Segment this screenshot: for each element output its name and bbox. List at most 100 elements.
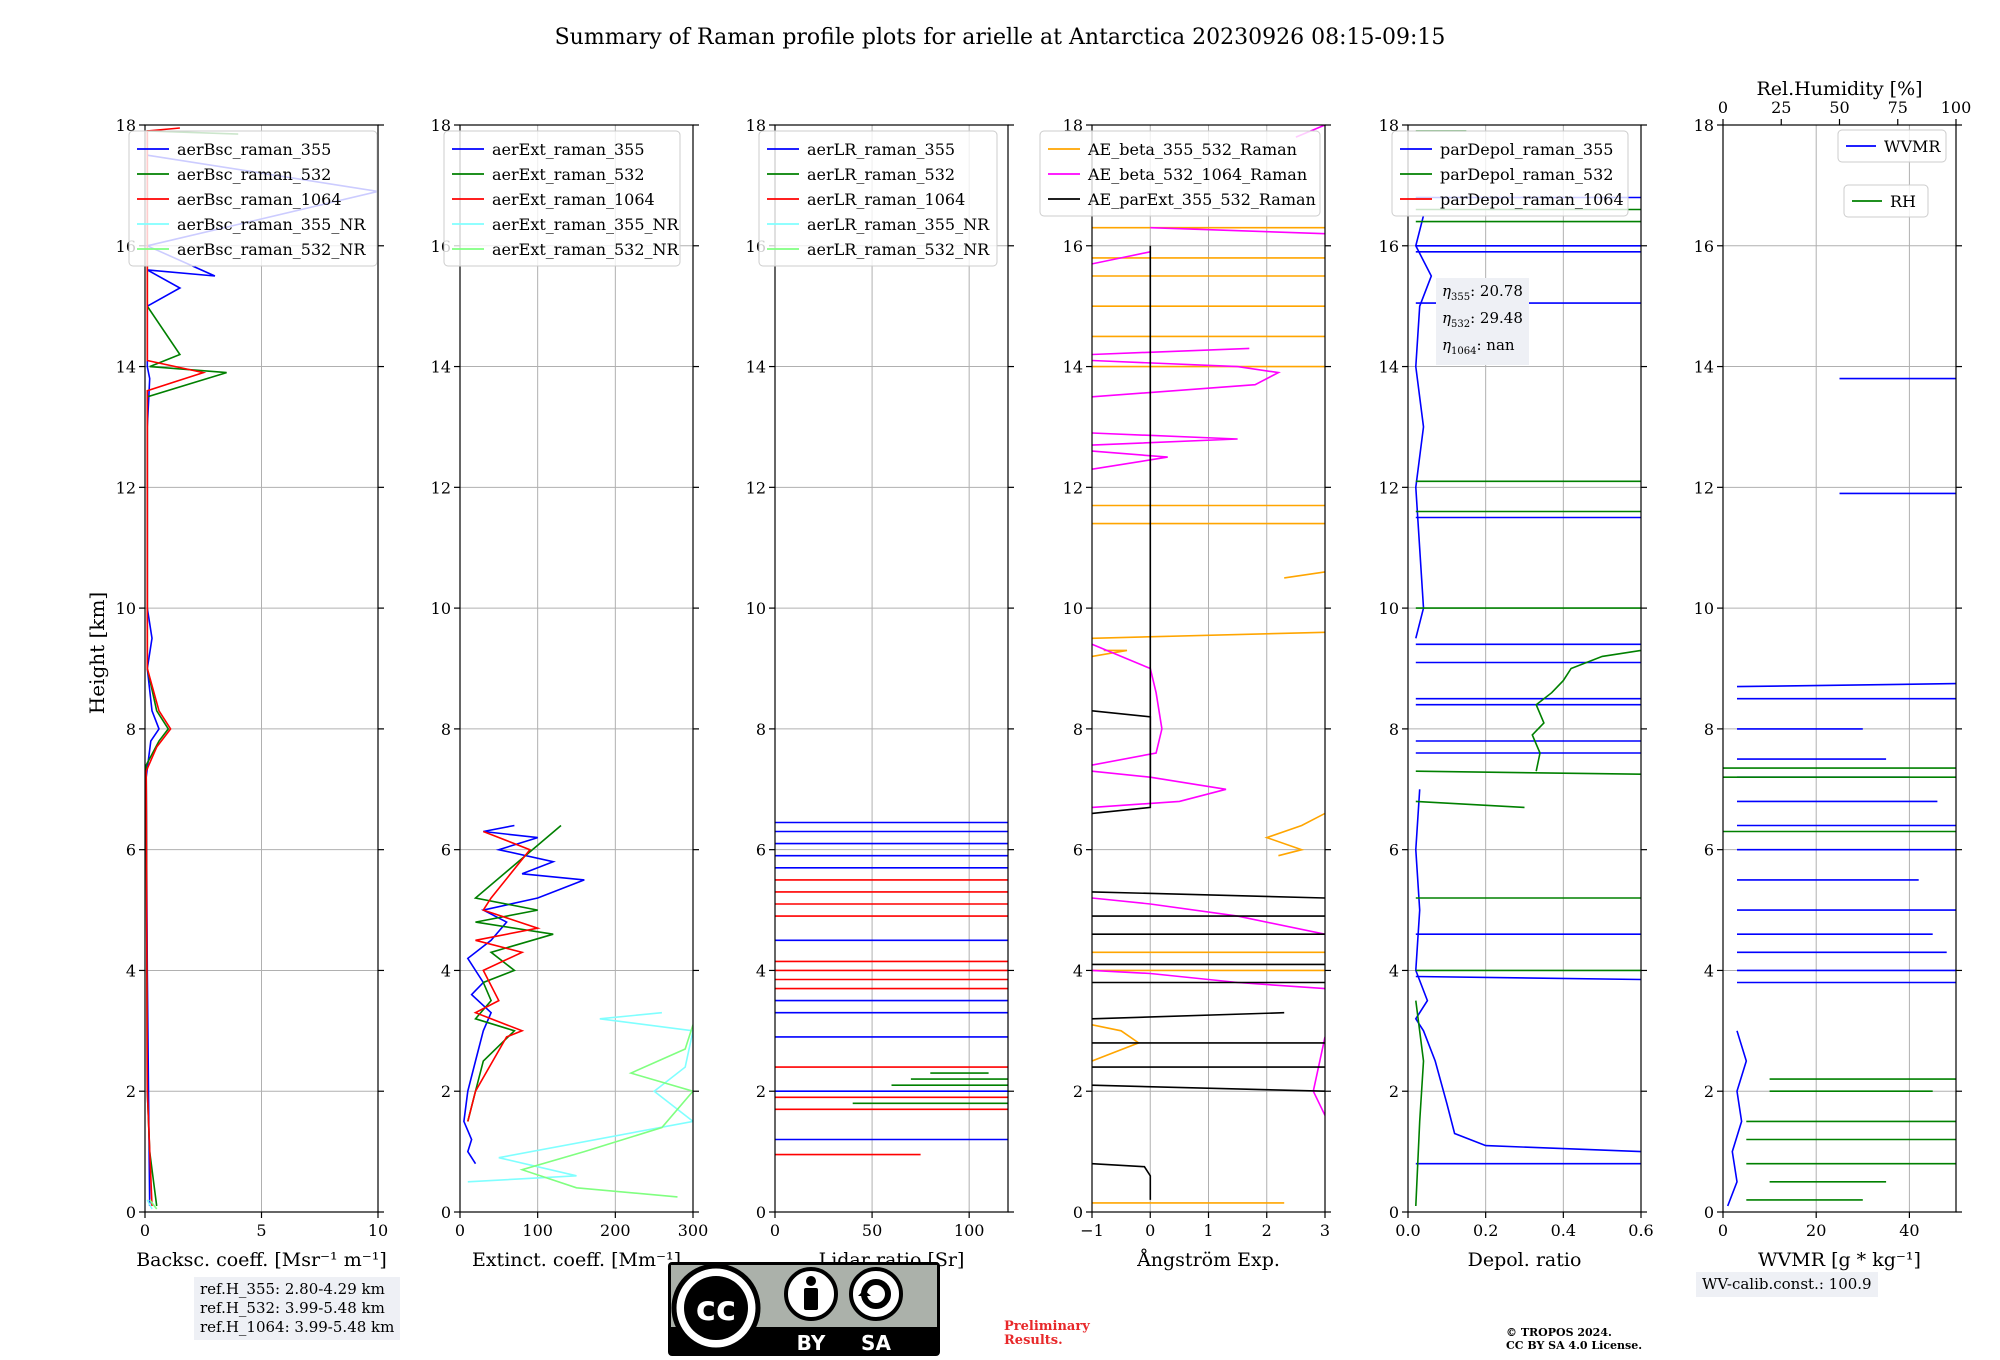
y-tick-label: 14 [1379, 358, 1399, 377]
series-aerBsc_raman_532 [145, 130, 239, 1207]
ref-heights-box: ref.H_355: 2.80-4.29 km ref.H_532: 3.99-… [194, 1277, 401, 1340]
legend-entry: AE_parExt_355_532_Raman [1087, 190, 1316, 209]
x-axis-label: WVMR [g * kg⁻¹] [1758, 1249, 1921, 1271]
axes-frame [774, 124, 1009, 1213]
series-line [1092, 969, 1325, 990]
series-aerBsc_raman_532_NR [149, 1199, 158, 1210]
legend-entry: aerBsc_raman_355_NR [177, 215, 366, 234]
y-tick-label: 2 [756, 1082, 766, 1101]
series-aerExt_raman_1064 [467, 830, 541, 1122]
data-area [145, 127, 378, 1210]
series-line [1414, 215, 1433, 639]
data-area [463, 824, 693, 1198]
legend-entry: aerExt_raman_355 [492, 140, 645, 159]
y-tick-label: 6 [1704, 841, 1714, 860]
y-tick-label: 12 [1063, 478, 1083, 497]
x-tick-label: 100 [522, 1221, 553, 1240]
legend-entry: AE_beta_532_1064_Raman [1087, 165, 1307, 184]
y-tick-label: 2 [1389, 1082, 1399, 1101]
ref-height-1064: ref.H_1064: 3.99-5.48 km [200, 1318, 395, 1336]
y-tick-label: 2 [1704, 1082, 1714, 1101]
eta-355-value: 20.78 [1479, 282, 1523, 300]
legend: aerExt_raman_355 aerExt_raman_532 aerExt_r… [443, 130, 681, 267]
wv-calib-const: WV-calib.const.: 100.9 [1702, 1275, 1872, 1293]
series-line [1415, 770, 1641, 775]
cc-by-sa-license-badge: cc BY SA [668, 1262, 940, 1356]
y-tick-label: 18 [1063, 116, 1083, 135]
series-line [145, 127, 207, 1207]
eta-1064-value: nan [1486, 336, 1515, 354]
top-x-tick-label: 0 [1718, 98, 1728, 117]
legend-entry: WVMR [1884, 137, 1941, 156]
y-tick-label: 8 [1389, 720, 1399, 739]
y-tick-label: 0 [441, 1203, 451, 1222]
series-line [1092, 251, 1151, 265]
top-x-axis-label: Rel.Humidity [%] [1756, 78, 1922, 100]
y-tick-label: 10 [746, 599, 766, 618]
legend-box [1391, 130, 1629, 217]
series-aerLR_raman_532 [852, 1072, 1008, 1105]
series-line [1092, 359, 1281, 398]
depol-eta-box: η355: 20.78 η532: 29.48 η1064: nan [1436, 278, 1529, 365]
series-line [1415, 800, 1525, 809]
series-AE_parExt_355_532_Raman [1092, 245, 1325, 1200]
x-tick-label: 10 [368, 1221, 388, 1240]
series-line [1092, 1011, 1285, 1020]
x-tick-label: 0 [455, 1221, 465, 1240]
legend: aerLR_raman_355 aerLR_raman_532 aerLR_rama… [758, 130, 998, 267]
y-tick-label: 16 [1694, 237, 1714, 256]
series-line [1092, 450, 1168, 470]
series-AE_beta_355_532_Raman [1092, 226, 1325, 1204]
y-tick-label: 8 [441, 720, 451, 739]
data-area [1092, 125, 1325, 1204]
legend-entry: aerLR_raman_532_NR [807, 240, 990, 259]
series-line [1264, 812, 1325, 857]
y-tick-label: 10 [1063, 599, 1083, 618]
panel-5: 0 2 4 6 8 10 12 14 16 18 0.0 0.2 0.4 0.6 Depol. ratio p… [1379, 116, 1654, 1271]
axes-frame [459, 124, 694, 1213]
series-line [1092, 643, 1163, 766]
series-aerBsc_raman_1064 [145, 127, 207, 1207]
x-tick-label: 0 [1718, 1221, 1728, 1240]
eta-532-value: 29.48 [1479, 309, 1523, 327]
series-line [1092, 710, 1152, 815]
copyright-note: © TROPOS 2024. CC BY SA 4.0 License. [1506, 1326, 1643, 1352]
x-axis-label: Backsc. coeff. [Msr⁻¹ m⁻¹] [136, 1249, 387, 1271]
series-line [1531, 649, 1641, 772]
series-line [1092, 347, 1250, 356]
y-tick-label: 0 [1389, 1203, 1399, 1222]
series-RH [1723, 767, 1956, 1201]
badge-by-label: BY [797, 1331, 826, 1355]
y-tick-label: 2 [126, 1082, 136, 1101]
y-tick-label: 10 [1379, 599, 1399, 618]
data-area [1414, 130, 1641, 1207]
series-line [1092, 432, 1238, 446]
y-tick-label: 4 [1073, 961, 1083, 980]
x-tick-label: 5 [256, 1221, 266, 1240]
series-line [145, 154, 378, 1207]
series-line [1092, 770, 1227, 809]
series-line [467, 824, 562, 1122]
x-tick-label: 0.2 [1473, 1221, 1498, 1240]
legend-box [758, 130, 998, 267]
y-tick-label: 0 [1073, 1203, 1083, 1222]
y-tick-label: 4 [126, 961, 136, 980]
series-line [1092, 891, 1325, 899]
series-line [1092, 1024, 1141, 1062]
x-tick-label: 0.4 [1551, 1221, 1576, 1240]
series-line [1312, 1036, 1325, 1116]
data-area [775, 821, 1008, 1156]
legend: parDepol_raman_355 parDepol_raman_532 parD… [1391, 130, 1629, 217]
y-tick-label: 10 [116, 599, 136, 618]
series-aerExt_raman_532_NR [519, 1024, 693, 1198]
y-tick-label: 14 [116, 358, 136, 377]
y-tick-label: 18 [1379, 116, 1399, 135]
y-tick-label: 8 [1704, 720, 1714, 739]
y-tick-label: 16 [1063, 237, 1083, 256]
series-aerExt_raman_355 [463, 824, 585, 1165]
y-tick-label: 14 [1694, 358, 1714, 377]
series-line [1736, 682, 1956, 688]
